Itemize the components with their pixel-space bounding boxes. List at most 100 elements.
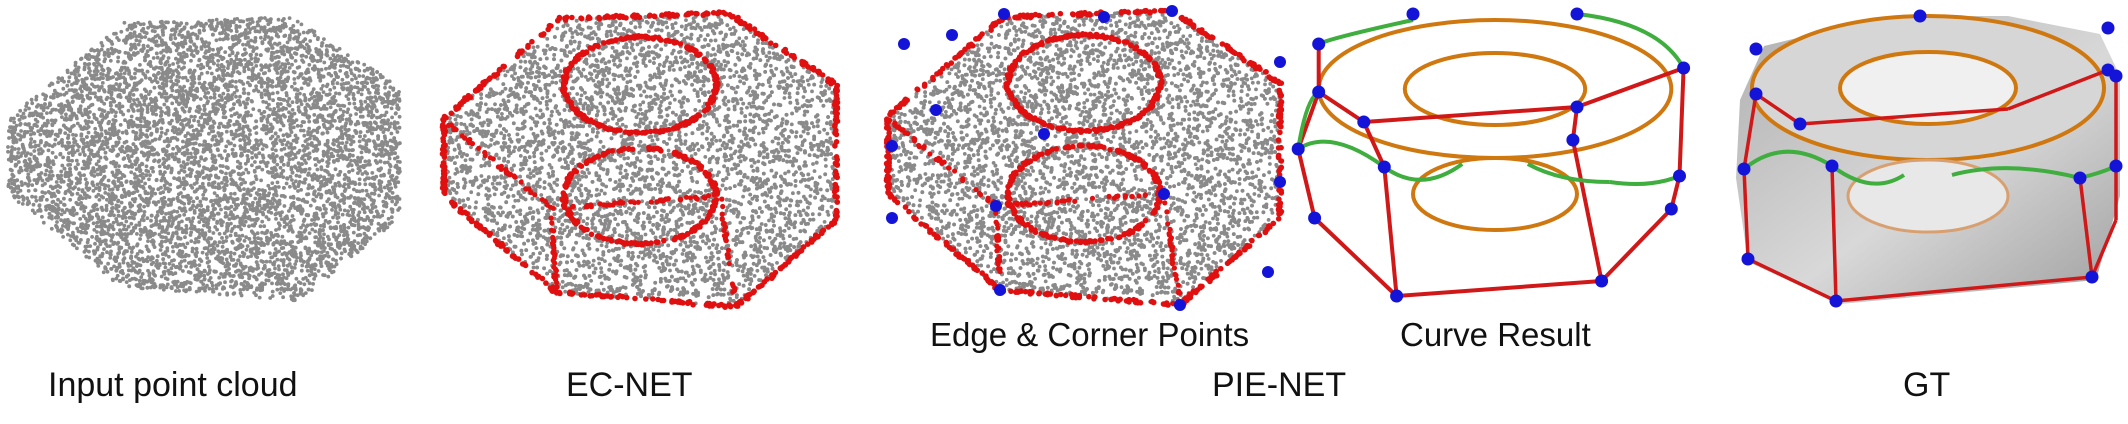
- point: [185, 241, 190, 246]
- point: [241, 82, 246, 86]
- point: [126, 224, 131, 229]
- point: [82, 61, 87, 66]
- point: [300, 58, 304, 63]
- point: [342, 201, 346, 205]
- point: [274, 193, 279, 198]
- point: [288, 195, 293, 200]
- point: [26, 189, 31, 193]
- point: [325, 154, 330, 159]
- point: [212, 121, 217, 125]
- point: [290, 62, 294, 67]
- point: [50, 173, 55, 178]
- point: [138, 193, 142, 198]
- point: [56, 80, 60, 84]
- point: [188, 174, 193, 179]
- point: [350, 168, 355, 173]
- point: [240, 250, 245, 255]
- point: [313, 240, 318, 245]
- point: [336, 115, 341, 120]
- point: [379, 124, 384, 129]
- point: [299, 268, 304, 273]
- point: [111, 118, 116, 122]
- point: [80, 188, 85, 192]
- point: [363, 159, 368, 164]
- point: [200, 112, 205, 117]
- point: [381, 209, 386, 214]
- point: [78, 86, 83, 91]
- point: [333, 193, 338, 197]
- point: [133, 176, 137, 180]
- point: [155, 129, 159, 134]
- point: [281, 162, 286, 167]
- point: [129, 114, 134, 119]
- point: [141, 218, 146, 223]
- point: [299, 225, 303, 230]
- point: [182, 212, 187, 217]
- point: [292, 30, 296, 35]
- point: [16, 147, 21, 151]
- point: [109, 249, 113, 254]
- point: [232, 251, 237, 256]
- point: [123, 60, 128, 65]
- point: [7, 136, 11, 140]
- point: [290, 84, 294, 89]
- point: [363, 99, 368, 104]
- point: [290, 108, 295, 112]
- point: [362, 231, 367, 236]
- point: [159, 113, 164, 118]
- point: [86, 223, 91, 228]
- point: [356, 155, 360, 160]
- point: [306, 186, 311, 191]
- point: [92, 203, 97, 208]
- point: [165, 282, 170, 287]
- point: [207, 278, 212, 283]
- point: [261, 250, 265, 254]
- point: [332, 142, 336, 147]
- point: [170, 128, 175, 133]
- point: [295, 124, 300, 128]
- point: [312, 113, 317, 117]
- point: [75, 246, 79, 251]
- point: [168, 139, 173, 144]
- point: [232, 291, 237, 295]
- point: [333, 62, 338, 67]
- point: [284, 91, 289, 95]
- point: [74, 211, 79, 216]
- point: [199, 62, 204, 67]
- point: [299, 86, 304, 91]
- point: [287, 66, 292, 70]
- point: [293, 35, 298, 40]
- point: [302, 81, 307, 85]
- point: [388, 138, 393, 143]
- point: [229, 28, 234, 33]
- point: [264, 259, 269, 264]
- point: [383, 148, 388, 153]
- point: [275, 239, 279, 244]
- point: [305, 102, 310, 107]
- point: [43, 181, 47, 186]
- point: [282, 44, 286, 49]
- point: [123, 232, 127, 237]
- point: [325, 250, 330, 255]
- point: [138, 103, 143, 108]
- point: [104, 238, 108, 243]
- point: [183, 245, 188, 250]
- point: [349, 158, 353, 163]
- point: [196, 63, 200, 68]
- point: [182, 202, 187, 206]
- point: [104, 266, 108, 271]
- point: [307, 167, 312, 171]
- point: [6, 145, 10, 149]
- point: [278, 127, 283, 132]
- point: [262, 224, 267, 229]
- point: [319, 67, 324, 72]
- point: [213, 240, 218, 245]
- point: [234, 29, 239, 34]
- point: [253, 160, 257, 164]
- point: [307, 119, 312, 124]
- point: [271, 241, 276, 246]
- point: [6, 129, 11, 133]
- point: [302, 158, 307, 163]
- point: [158, 24, 163, 29]
- point: [72, 137, 76, 141]
